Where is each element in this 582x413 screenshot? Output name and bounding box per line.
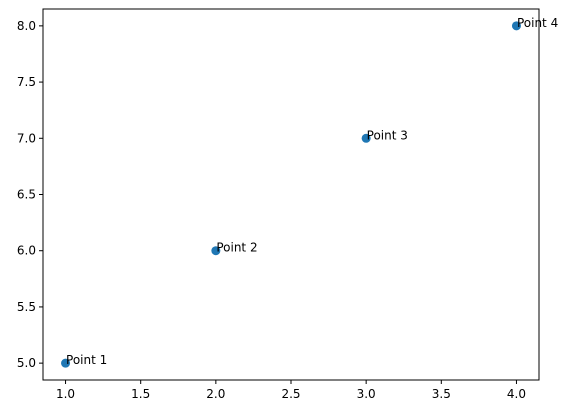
x-tick-label: 1.0	[56, 387, 75, 401]
x-tick-label: 3.0	[357, 387, 376, 401]
y-tick-label: 7.5	[17, 75, 36, 89]
y-tick-label: 5.5	[17, 300, 36, 314]
x-tick-label: 3.5	[432, 387, 451, 401]
point-label: Point 4	[517, 16, 558, 30]
y-tick-label: 6.0	[17, 244, 36, 258]
y-tick-label: 5.0	[17, 356, 36, 370]
scatter-point	[61, 358, 71, 368]
point-label: Point 3	[367, 128, 408, 142]
x-tick-label: 1.5	[131, 387, 150, 401]
plot-frame	[42, 8, 540, 381]
x-tick-label: 4.0	[507, 387, 526, 401]
scatter-point	[211, 246, 221, 256]
point-label: Point 2	[216, 241, 257, 255]
point-label: Point 1	[66, 353, 107, 367]
x-tick-label: 2.0	[206, 387, 225, 401]
scatter-point	[511, 21, 521, 31]
x-tick-label: 2.5	[281, 387, 300, 401]
y-tick-label: 8.0	[17, 19, 36, 33]
plot-layer: 1.0 1.5 2.0 2.5 3.0 3.5 4.0 5.0 5.5 6.0 6.5 7.0 7.5 8…	[17, 8, 558, 401]
y-tick-label: 6.5	[17, 188, 36, 202]
scatter-point	[361, 133, 371, 143]
y-tick-label: 7.0	[17, 131, 36, 145]
